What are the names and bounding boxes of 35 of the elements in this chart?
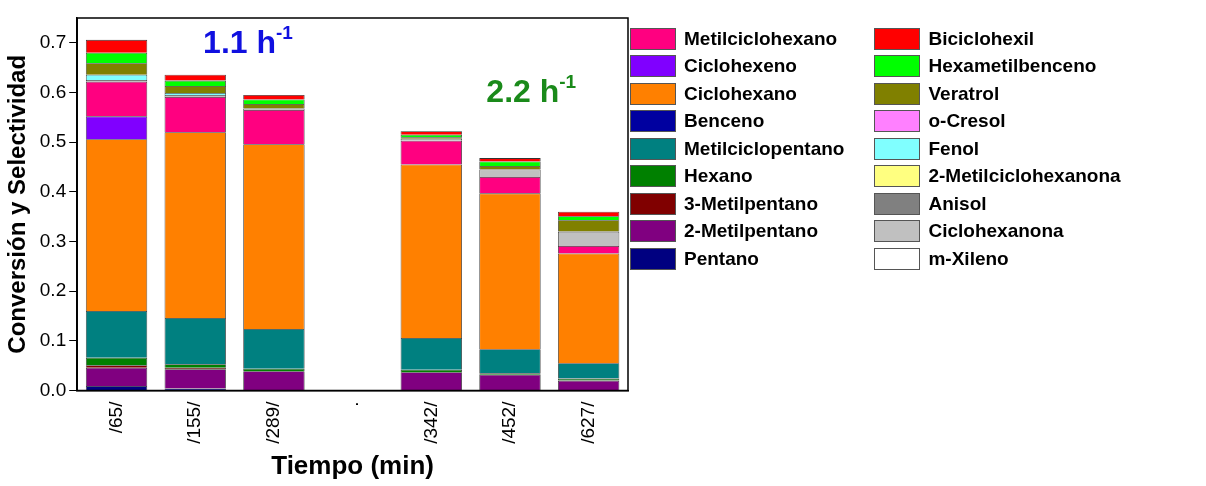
x-tick-label: /65/ xyxy=(104,400,126,434)
legend-label: Anisol xyxy=(928,192,987,215)
legend-label: Metilciclopentano xyxy=(684,137,845,160)
x-tick-label: /155/ xyxy=(183,400,205,444)
legend-label: Veratrol xyxy=(928,82,1000,105)
x-tick-label: . xyxy=(340,401,362,407)
legend-label: Ciclohexano xyxy=(684,82,797,105)
legend-label: Fenol xyxy=(928,137,980,160)
y-tick-label: 0.5 xyxy=(39,130,67,152)
y-tick-label: 0.7 xyxy=(39,31,67,53)
y-axis-title: Conversión y Selectividad xyxy=(3,54,31,354)
y-tick-label: 0.6 xyxy=(39,80,67,102)
y-tick-label: 0.1 xyxy=(39,329,67,351)
x-tick-label: /452/ xyxy=(498,400,520,444)
legend-label: Hexametilbenceno xyxy=(928,55,1097,78)
legend-label: Ciclohexanona xyxy=(928,220,1064,243)
y-tick-label: 0.0 xyxy=(39,378,67,400)
legend-label: Pentano xyxy=(684,247,759,270)
legend-label: Benceno xyxy=(684,110,765,133)
y-tick-label: 0.3 xyxy=(39,229,67,251)
legend-label: Hexano xyxy=(684,165,753,188)
legend-label: Metilciclohexano xyxy=(684,27,838,50)
legend-label: m-Xileno xyxy=(928,247,1009,270)
legend-label: o-Cresol xyxy=(928,110,1006,133)
legend-label: Ciclohexeno xyxy=(684,55,797,78)
x-tick-label: /342/ xyxy=(419,400,441,444)
legend-label: 3-Metilpentano xyxy=(684,192,819,215)
x-axis-title: Tiempo (min) xyxy=(271,449,434,480)
x-tick-label: /289/ xyxy=(262,400,284,444)
legend-label: 2-Metilciclohexanona xyxy=(928,165,1121,188)
x-tick-label: /627/ xyxy=(576,400,598,444)
legend-label: Biciclohexil xyxy=(928,27,1035,50)
legend-label: 2-Metilpentano xyxy=(684,220,819,243)
y-tick-label: 0.4 xyxy=(39,180,67,202)
y-tick-label: 0.2 xyxy=(39,279,67,301)
